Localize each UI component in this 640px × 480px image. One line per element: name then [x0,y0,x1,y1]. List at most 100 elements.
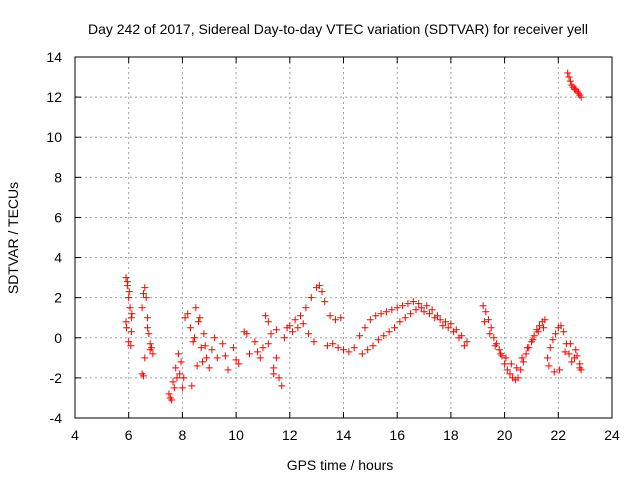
data-point [507,360,515,368]
data-point [318,288,326,296]
data-point [550,368,558,376]
data-point [495,346,503,354]
data-point [487,324,495,332]
data-point [165,390,173,398]
data-point [211,334,219,342]
data-point [310,338,318,346]
data-point [447,320,455,328]
data-point [484,316,492,324]
data-point [123,324,131,332]
x-tick-label: 8 [179,427,187,443]
data-point [486,330,494,338]
x-tick-label: 18 [443,427,459,443]
data-point [235,360,243,368]
data-point [502,354,510,362]
data-point [396,318,404,326]
data-point [491,342,499,350]
data-point [385,328,393,336]
data-point [173,374,181,382]
y-tick-label: -2 [50,370,63,386]
data-point [439,322,447,330]
y-tick-label: 8 [54,169,62,185]
data-point [514,374,522,382]
data-point [541,316,549,324]
data-point [463,338,471,346]
data-point [272,326,280,334]
y-tick-label: 0 [54,330,62,346]
data-point [280,334,288,342]
data-point [331,316,339,324]
data-point [566,340,574,348]
data-point [565,73,573,81]
data-point [490,334,498,342]
data-point [208,346,216,354]
data-point [143,324,151,332]
data-point [123,278,131,286]
data-point [267,330,275,338]
data-point [205,364,213,372]
data-point [480,318,488,326]
y-tick-label: 4 [54,250,62,266]
x-tick-label: 16 [389,427,405,443]
data-point [420,308,428,316]
data-point [393,304,401,312]
data-point [564,69,572,77]
data-point [479,302,487,310]
data-point [442,318,450,326]
data-point [450,328,458,336]
data-point [545,362,553,370]
data-point [517,366,525,374]
data-point [455,334,463,342]
data-point [224,366,232,374]
data-point [149,350,157,358]
data-point [125,294,133,302]
data-point [139,372,147,380]
data-point [177,358,185,366]
data-point [193,362,201,370]
data-point [294,324,302,332]
data-point [297,312,305,320]
data-point [321,298,329,306]
data-point [506,370,514,378]
scatter-series [122,69,585,404]
data-point [519,358,527,366]
y-tick-label: 6 [54,209,62,225]
data-point [388,306,396,314]
x-tick-label: 10 [228,427,244,443]
data-point [568,358,576,366]
data-point [377,310,385,318]
data-point [382,308,390,316]
data-point [126,304,134,312]
data-point [577,93,585,101]
data-point [189,338,197,346]
data-point [407,310,415,318]
data-point [286,322,294,330]
data-point [380,332,388,340]
data-point [188,382,196,390]
data-point [565,350,573,358]
data-point [546,344,554,352]
data-point [358,350,366,358]
data-point [264,340,272,348]
data-point [529,336,537,344]
data-point [146,340,154,348]
data-point [315,282,323,290]
y-tick-label: 10 [46,129,62,145]
data-point [345,348,353,356]
data-point [497,350,505,358]
data-point [246,350,254,358]
data-point [323,342,331,350]
data-point [573,352,581,360]
data-point [122,274,130,282]
data-point [305,330,313,338]
data-point [270,370,278,378]
chart-title: Day 242 of 2017, Sidereal Day-to-day VTE… [88,21,588,37]
data-point [141,284,149,292]
data-point [174,350,182,358]
data-point [127,314,135,322]
data-point [566,77,574,85]
data-point [530,332,538,340]
data-point [229,344,237,352]
data-point [556,366,564,374]
data-point [190,334,198,342]
